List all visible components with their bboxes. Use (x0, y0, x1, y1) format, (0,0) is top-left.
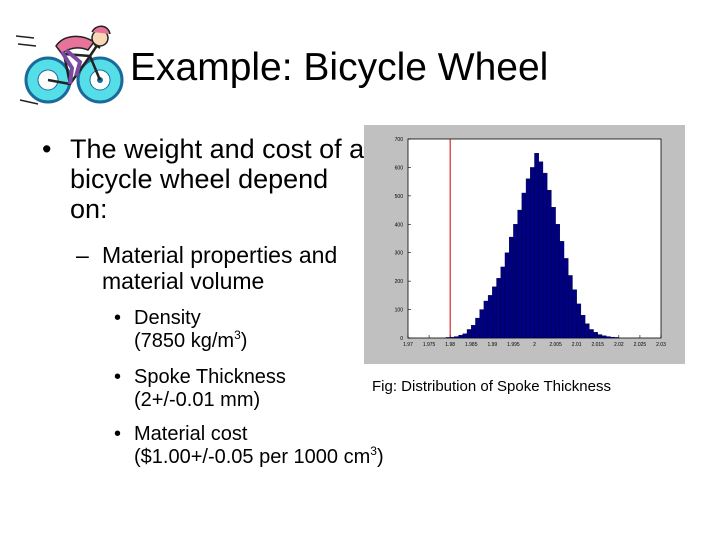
histogram-bar (576, 303, 582, 339)
y-tick-label: 0 (400, 336, 403, 342)
y-tick-label: 600 (395, 165, 404, 171)
histogram-bar (546, 189, 552, 339)
histogram-bar (580, 315, 586, 339)
x-tick-label: 2.02 (614, 342, 624, 348)
x-tick-label: 2.01 (572, 342, 582, 348)
bullet-marker: • (114, 307, 122, 329)
histogram-bar (483, 300, 489, 339)
histogram-bar (513, 224, 518, 339)
bullet-marker: • (114, 366, 122, 388)
histogram-bar (534, 153, 539, 339)
histogram-bar (508, 236, 514, 339)
histogram-bar (449, 336, 455, 339)
histogram-bar (454, 336, 459, 339)
histogram-bar (500, 266, 506, 339)
x-tick-label: 2.025 (634, 342, 647, 348)
histogram-bar (496, 278, 501, 339)
bullet-marker: • (42, 134, 52, 164)
sub-bullet-label: Material cost (134, 423, 248, 445)
histogram-bar (530, 167, 535, 339)
y-tick-label: 300 (395, 251, 404, 257)
y-tick-label: 400 (395, 222, 404, 228)
histogram-bar (525, 178, 531, 339)
figure-caption: Fig: Distribution of Spoke Thickness (372, 378, 611, 395)
histogram-bar (542, 172, 548, 339)
slide-title: Example: Bicycle Wheel (130, 46, 549, 89)
histogram-bar (479, 309, 485, 339)
histogram-bar (563, 258, 569, 339)
histogram-bar (559, 241, 565, 339)
histogram-bar (517, 209, 523, 339)
x-tick-label: 1.98 (445, 342, 455, 348)
y-tick-label: 700 (395, 137, 404, 143)
histogram-bar (462, 333, 468, 339)
histogram-bar (458, 334, 464, 339)
bullet-marker: – (76, 242, 89, 268)
y-tick-label: 500 (395, 194, 404, 200)
bullet-marker: • (114, 423, 122, 445)
histogram-bar (584, 323, 590, 339)
x-tick-label: 1.975 (423, 342, 436, 348)
x-tick-label: 2.03 (656, 342, 666, 348)
histogram-bar (466, 329, 472, 339)
sub-bullet-value: (2+/-0.01 mm) (134, 389, 261, 411)
x-tick-label: 1.99 (487, 342, 497, 348)
x-tick-label: 1.97 (403, 342, 413, 348)
cyclist-icon (15, 25, 124, 105)
histogram-chart: 0 100 200 300 400 500 600 700 1.97 1.975 1.98 1.985… (395, 137, 666, 348)
x-tick-label: 1.995 (507, 342, 520, 348)
x-tick-label: 2.015 (591, 342, 604, 348)
histogram-bar (487, 295, 493, 339)
sub-bullet-label: Density (134, 307, 201, 329)
histogram-bar (551, 207, 556, 339)
histogram-bar (492, 286, 497, 339)
histogram-bar (471, 325, 476, 339)
histogram-bar (538, 161, 544, 339)
histogram-bar (605, 336, 611, 339)
histogram-bar (593, 332, 598, 339)
sub-bullet-label: Spoke Thickness (134, 366, 286, 388)
x-tick-label: 1.985 (465, 342, 478, 348)
x-tick-label: 2 (533, 342, 536, 348)
x-tick-label: 2.005 (549, 342, 562, 348)
histogram-bar (610, 336, 615, 339)
histogram-bar (614, 337, 620, 339)
histogram-bar (597, 334, 603, 339)
histogram-bar (555, 224, 560, 339)
bullet-text: Material properties and material volume (102, 242, 338, 294)
histogram-bar (601, 335, 607, 339)
histogram-bar (521, 192, 527, 339)
bullet-text: The weight and cost of a bicycle wheel d… (70, 134, 365, 224)
histogram-bar (589, 329, 594, 339)
histogram-bar (572, 289, 577, 339)
y-tick-label: 200 (395, 279, 404, 285)
y-tick-label: 100 (395, 308, 404, 314)
histogram-bar (504, 252, 510, 339)
sub-bullet-value: (7850 kg/m3) (134, 328, 248, 352)
histogram-bar (568, 275, 573, 339)
histogram-bar (475, 317, 480, 339)
sub-bullet-value: ($1.00+/-0.05 per 1000 cm3) (134, 444, 384, 468)
histogram-bar (445, 337, 451, 339)
histogram-figure: 0 100 200 300 400 500 600 700 1.97 1.975 1.98 1.985… (364, 125, 685, 364)
